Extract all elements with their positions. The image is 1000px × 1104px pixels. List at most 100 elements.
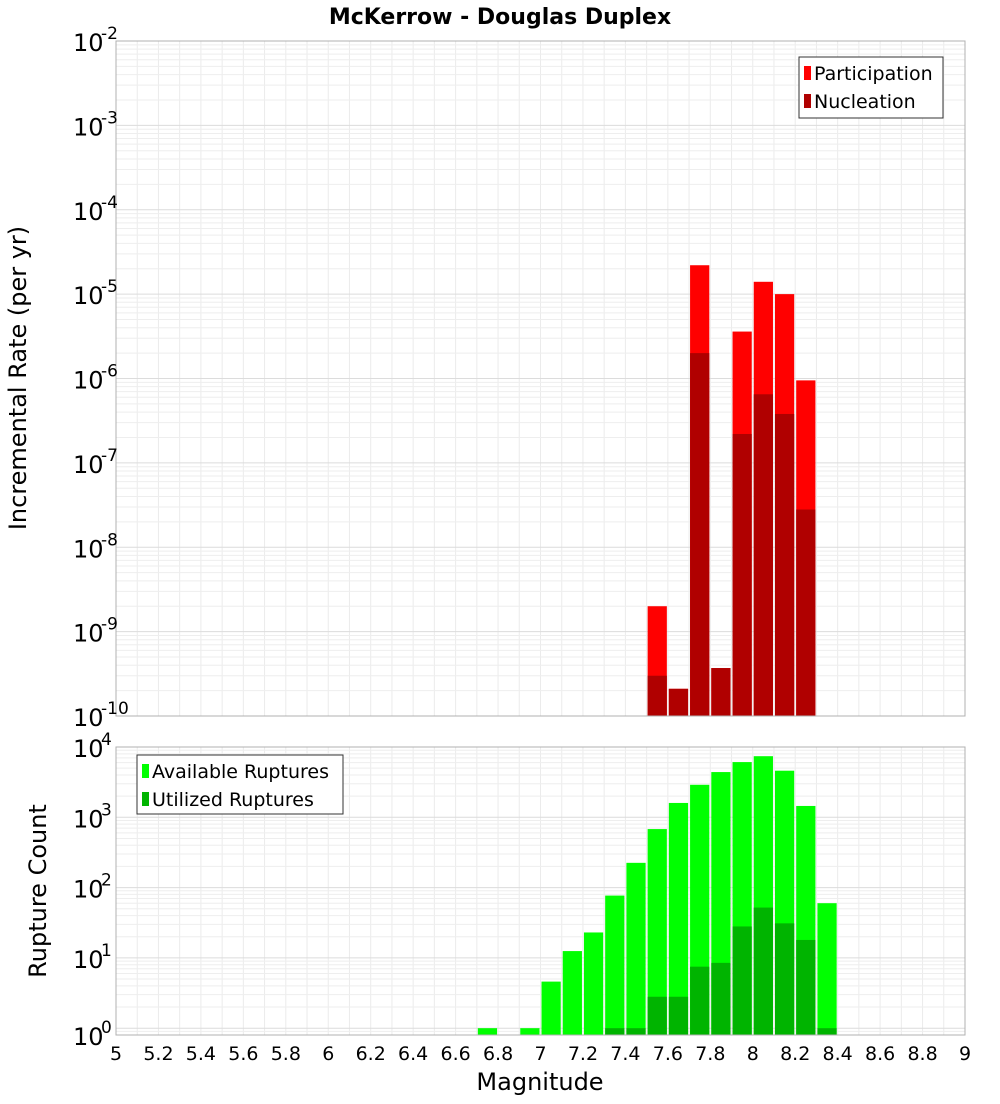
bar-available-ruptures (626, 862, 646, 1035)
bar-available-ruptures (668, 802, 689, 1035)
legend-label: Participation (814, 63, 933, 85)
legend-label: Utilized Ruptures (152, 789, 314, 811)
bar-nucleation (668, 688, 689, 716)
y-tick-base: 10 (73, 735, 104, 763)
y-tick-exponent: -6 (101, 362, 118, 382)
x-tick-label: 8 (747, 1043, 759, 1065)
bar-available-ruptures (562, 951, 582, 1035)
y-tick-exponent: 4 (101, 730, 112, 750)
x-axis-label: Magnitude (476, 1068, 603, 1096)
x-tick-label: 7.4 (610, 1043, 640, 1065)
bar-nucleation (753, 394, 773, 716)
bar-available-ruptures (520, 1028, 540, 1035)
y-tick-exponent: 0 (101, 1018, 112, 1038)
bar-utilized-ruptures (626, 1028, 646, 1035)
y-tick-exponent: -7 (101, 446, 118, 466)
y-tick-base: 10 (73, 535, 104, 563)
y-tick-base: 10 (73, 1023, 104, 1051)
x-tick-label: 5 (110, 1043, 122, 1065)
y-tick-base: 10 (73, 367, 104, 395)
x-tick-label: 5.6 (228, 1043, 258, 1065)
legend-label: Nucleation (814, 91, 916, 113)
y-tick-label: 10-9 (73, 615, 118, 648)
y-tick-label: 10-4 (73, 193, 118, 226)
y-tick-base: 10 (73, 704, 104, 732)
bar-nucleation (796, 509, 816, 716)
bar-utilized-ruptures (817, 1028, 837, 1035)
legend-box (798, 56, 944, 119)
y-tick-exponent: 1 (101, 941, 112, 961)
y-tick-label: 100 (73, 1018, 112, 1051)
y-tick-base: 10 (73, 451, 104, 479)
x-tick-label: 8.2 (780, 1043, 810, 1065)
y-tick-label: 10-10 (73, 699, 129, 732)
bar-available-ruptures (605, 895, 625, 1035)
x-tick-label: 5.2 (143, 1043, 173, 1065)
bar-utilized-ruptures (732, 926, 752, 1035)
y-tick-label: 103 (73, 800, 112, 833)
y-tick-label: 104 (73, 730, 112, 763)
y-tick-exponent: 2 (101, 871, 112, 891)
bar-available-ruptures (647, 829, 667, 1035)
y-tick-exponent: -9 (101, 615, 118, 635)
y-tick-exponent: -3 (101, 108, 118, 128)
x-tick-label: 5.8 (271, 1043, 301, 1065)
x-tick-label: 6.2 (356, 1043, 386, 1065)
rate-plot-y-label: Incremental Rate (per yr) (4, 226, 32, 530)
legend-box (136, 754, 344, 815)
x-tick-label: 6.4 (398, 1043, 428, 1065)
x-tick-label: 5.4 (186, 1043, 216, 1065)
x-tick-label: 6.6 (440, 1043, 470, 1065)
x-tick-label: 6.8 (483, 1043, 513, 1065)
y-tick-exponent: -2 (101, 24, 118, 44)
y-tick-label: 10-6 (73, 362, 118, 395)
rate-plot-legend: Participation Nucleation (798, 56, 944, 119)
y-tick-base: 10 (73, 620, 104, 648)
rate-plot-bars (647, 265, 816, 716)
bar-utilized-ruptures (711, 962, 731, 1035)
legend-label: Available Ruptures (152, 761, 329, 783)
x-tick-label: 9 (959, 1043, 971, 1065)
bar-utilized-ruptures (605, 1028, 625, 1035)
count-plot-bars (477, 756, 837, 1035)
y-tick-base: 10 (73, 198, 104, 226)
bar-available-ruptures (817, 903, 837, 1035)
x-axis-ticks: 5 5.2 5.4 5.6 5.8 6 6.2 6.4 6.6 6.8 7 7.2 7.4 7.6 7.8 8… (110, 1043, 971, 1065)
rate-plot-grid (115, 40, 966, 717)
chart-title: McKerrow - Douglas Duplex (329, 5, 671, 30)
x-tick-label: 7 (534, 1043, 546, 1065)
y-tick-base: 10 (73, 282, 104, 310)
y-tick-exponent: -10 (101, 699, 129, 719)
x-tick-label: 8.6 (865, 1043, 895, 1065)
x-tick-label: 7.2 (568, 1043, 598, 1065)
bar-utilized-ruptures (690, 966, 710, 1035)
bar-nucleation (690, 353, 710, 716)
bar-nucleation (732, 433, 752, 716)
y-tick-label: 102 (73, 871, 112, 904)
y-tick-label: 10-5 (73, 277, 118, 310)
count-plot-y-label: Rupture Count (24, 804, 52, 978)
y-tick-base: 10 (73, 946, 104, 974)
bar-utilized-ruptures (774, 923, 795, 1035)
y-tick-label: 10-3 (73, 108, 118, 141)
y-tick-base: 10 (73, 29, 104, 57)
x-tick-label: 7.8 (695, 1043, 725, 1065)
x-tick-label: 8.4 (823, 1043, 853, 1065)
bar-nucleation (647, 675, 667, 716)
bar-available-ruptures (583, 932, 604, 1035)
y-tick-exponent: -8 (101, 530, 118, 550)
y-tick-exponent: -5 (101, 277, 118, 297)
y-tick-exponent: 3 (101, 800, 112, 820)
bar-utilized-ruptures (753, 907, 773, 1035)
bar-utilized-ruptures (796, 939, 816, 1035)
bar-utilized-ruptures (647, 996, 667, 1035)
y-tick-label: 10-7 (73, 446, 118, 479)
bar-nucleation (711, 668, 731, 716)
bar-available-ruptures (477, 1028, 498, 1035)
legend-swatch (804, 66, 811, 80)
count-plot-frame (115, 746, 966, 1036)
